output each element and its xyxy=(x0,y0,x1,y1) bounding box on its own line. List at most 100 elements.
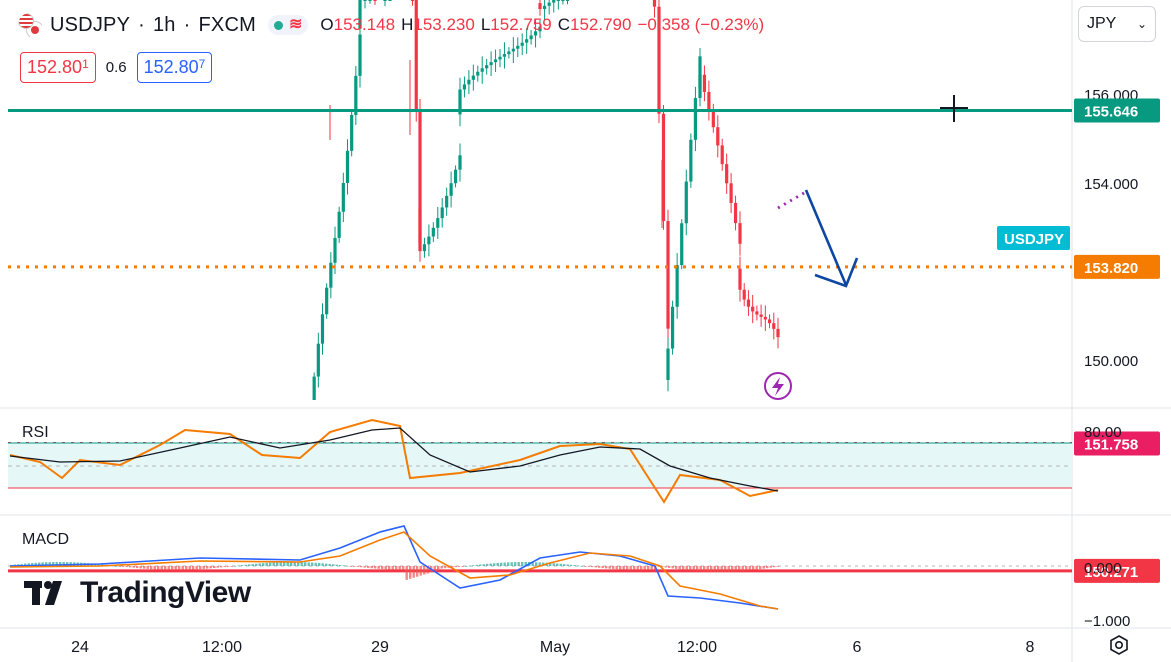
macd-histogram-bar xyxy=(444,566,447,569)
candle xyxy=(414,0,418,110)
macd-histogram-bar xyxy=(118,566,121,567)
macd-histogram-bar xyxy=(398,566,401,570)
high-label: H xyxy=(401,15,414,34)
macd-histogram-bar xyxy=(370,566,373,569)
buy-price: 152.80 xyxy=(143,57,199,77)
macd-histogram-bar xyxy=(587,566,590,567)
macd-histogram-bar xyxy=(563,564,566,566)
candle xyxy=(670,306,675,349)
forecast-arrow-head xyxy=(814,257,859,288)
price-level-label: 151.758 xyxy=(1084,437,1138,454)
gear-icon[interactable] xyxy=(1106,634,1132,658)
macd-histogram-bar xyxy=(199,566,202,570)
macd-histogram-bar xyxy=(346,565,349,567)
symbol-header[interactable]: USDJPY · 1h · FXCM ≋ O153.148 H153.230 L… xyxy=(18,10,764,40)
candle xyxy=(533,31,538,36)
candle xyxy=(661,113,666,222)
macd-histogram-bar xyxy=(206,566,209,569)
candle xyxy=(502,54,507,57)
candle xyxy=(329,262,333,288)
macd-histogram-bar xyxy=(426,566,429,574)
candle xyxy=(666,348,670,380)
rsi-line xyxy=(9,418,779,504)
macd-histogram-bar xyxy=(759,566,762,570)
candle xyxy=(337,211,341,238)
macd-histogram-bar xyxy=(626,566,629,570)
macd-histogram-bar xyxy=(591,566,594,568)
macd-histogram-bar xyxy=(339,564,342,566)
macd-histogram-bar xyxy=(167,566,170,570)
candle xyxy=(345,150,350,183)
delay-wave-icon: ≋ xyxy=(288,16,303,33)
lightning-circle xyxy=(764,372,792,400)
candle xyxy=(538,26,542,32)
macd-histogram-bar xyxy=(521,562,524,566)
macd-histogram-bar xyxy=(629,566,632,570)
macd-histogram-bar xyxy=(216,566,219,568)
macd-histogram-bar xyxy=(286,562,289,566)
symbol-name[interactable]: USDJPY xyxy=(50,13,131,36)
macd-histogram-bar xyxy=(325,563,328,566)
macd-histogram-bar xyxy=(59,562,62,566)
candle xyxy=(720,145,724,165)
close-label: C xyxy=(557,15,571,34)
macd-histogram-bar xyxy=(636,566,639,570)
macd-histogram-bar xyxy=(437,566,440,571)
candle xyxy=(698,74,702,89)
macd-histogram-bar xyxy=(479,564,482,566)
macd-histogram-bar xyxy=(416,566,419,577)
interval[interactable]: 1h xyxy=(152,13,176,36)
macd-pane-label[interactable]: MACD xyxy=(22,531,70,548)
symbol-tag xyxy=(997,226,1070,250)
macd-histogram-bar xyxy=(696,566,699,572)
market-status[interactable]: ≋ xyxy=(267,15,309,35)
macd-histogram-bar xyxy=(766,566,769,569)
currency-selector[interactable]: JPY ⌄ xyxy=(1078,6,1156,42)
macd-histogram-bar xyxy=(493,563,496,566)
macd-signal-line xyxy=(9,531,779,610)
candle xyxy=(453,169,458,184)
macd-histogram-bar xyxy=(279,562,282,566)
macd-line xyxy=(9,525,779,610)
sell-button[interactable]: 152.801 xyxy=(20,52,96,83)
forecast-arrow xyxy=(804,189,848,286)
macd-histogram-bar xyxy=(489,563,492,566)
macd-histogram-bar xyxy=(388,566,391,570)
macd-histogram-bar xyxy=(633,566,636,570)
candle xyxy=(711,109,715,128)
macd-histogram-bar xyxy=(503,562,506,566)
macd-histogram-bar xyxy=(727,566,730,572)
macd-histogram-bar xyxy=(671,566,674,569)
buy-button[interactable]: 152.807 xyxy=(136,52,213,83)
macd-histogram-bar xyxy=(570,564,573,566)
price-level-label: 155.646 xyxy=(1084,104,1138,121)
macd-histogram-bar xyxy=(395,566,398,570)
macd-histogram-bar xyxy=(181,566,184,570)
macd-histogram-bar xyxy=(234,565,237,567)
macd-histogram-bar xyxy=(678,566,681,570)
macd-histogram-bar xyxy=(496,562,499,566)
candle xyxy=(742,289,746,300)
ohlc-values: O153.148 H153.230 L152.759 C152.790 −0.3… xyxy=(320,15,764,35)
macd-histogram-bar xyxy=(143,566,146,569)
candle xyxy=(325,287,329,315)
macd-histogram-bar xyxy=(41,562,44,566)
change-value: −0.358 (−0.23%) xyxy=(637,15,765,34)
time-axis-label: 12:00 xyxy=(202,639,242,656)
projection-line xyxy=(777,191,805,210)
candle xyxy=(507,51,511,55)
macd-histogram-bar xyxy=(230,566,233,567)
macd-histogram-bar xyxy=(454,566,457,568)
candle xyxy=(666,221,670,329)
candle xyxy=(652,0,657,7)
macd-histogram-bar xyxy=(514,562,517,566)
macd-histogram-bar xyxy=(773,566,776,568)
candle xyxy=(358,0,362,29)
macd-histogram-bar xyxy=(741,566,744,571)
macd-histogram-bar xyxy=(164,566,167,570)
tradingview-watermark: TradingView xyxy=(24,576,251,610)
candle xyxy=(733,202,738,224)
rsi-pane-label[interactable]: RSI xyxy=(22,424,49,441)
macd-histogram-bar xyxy=(227,566,230,567)
